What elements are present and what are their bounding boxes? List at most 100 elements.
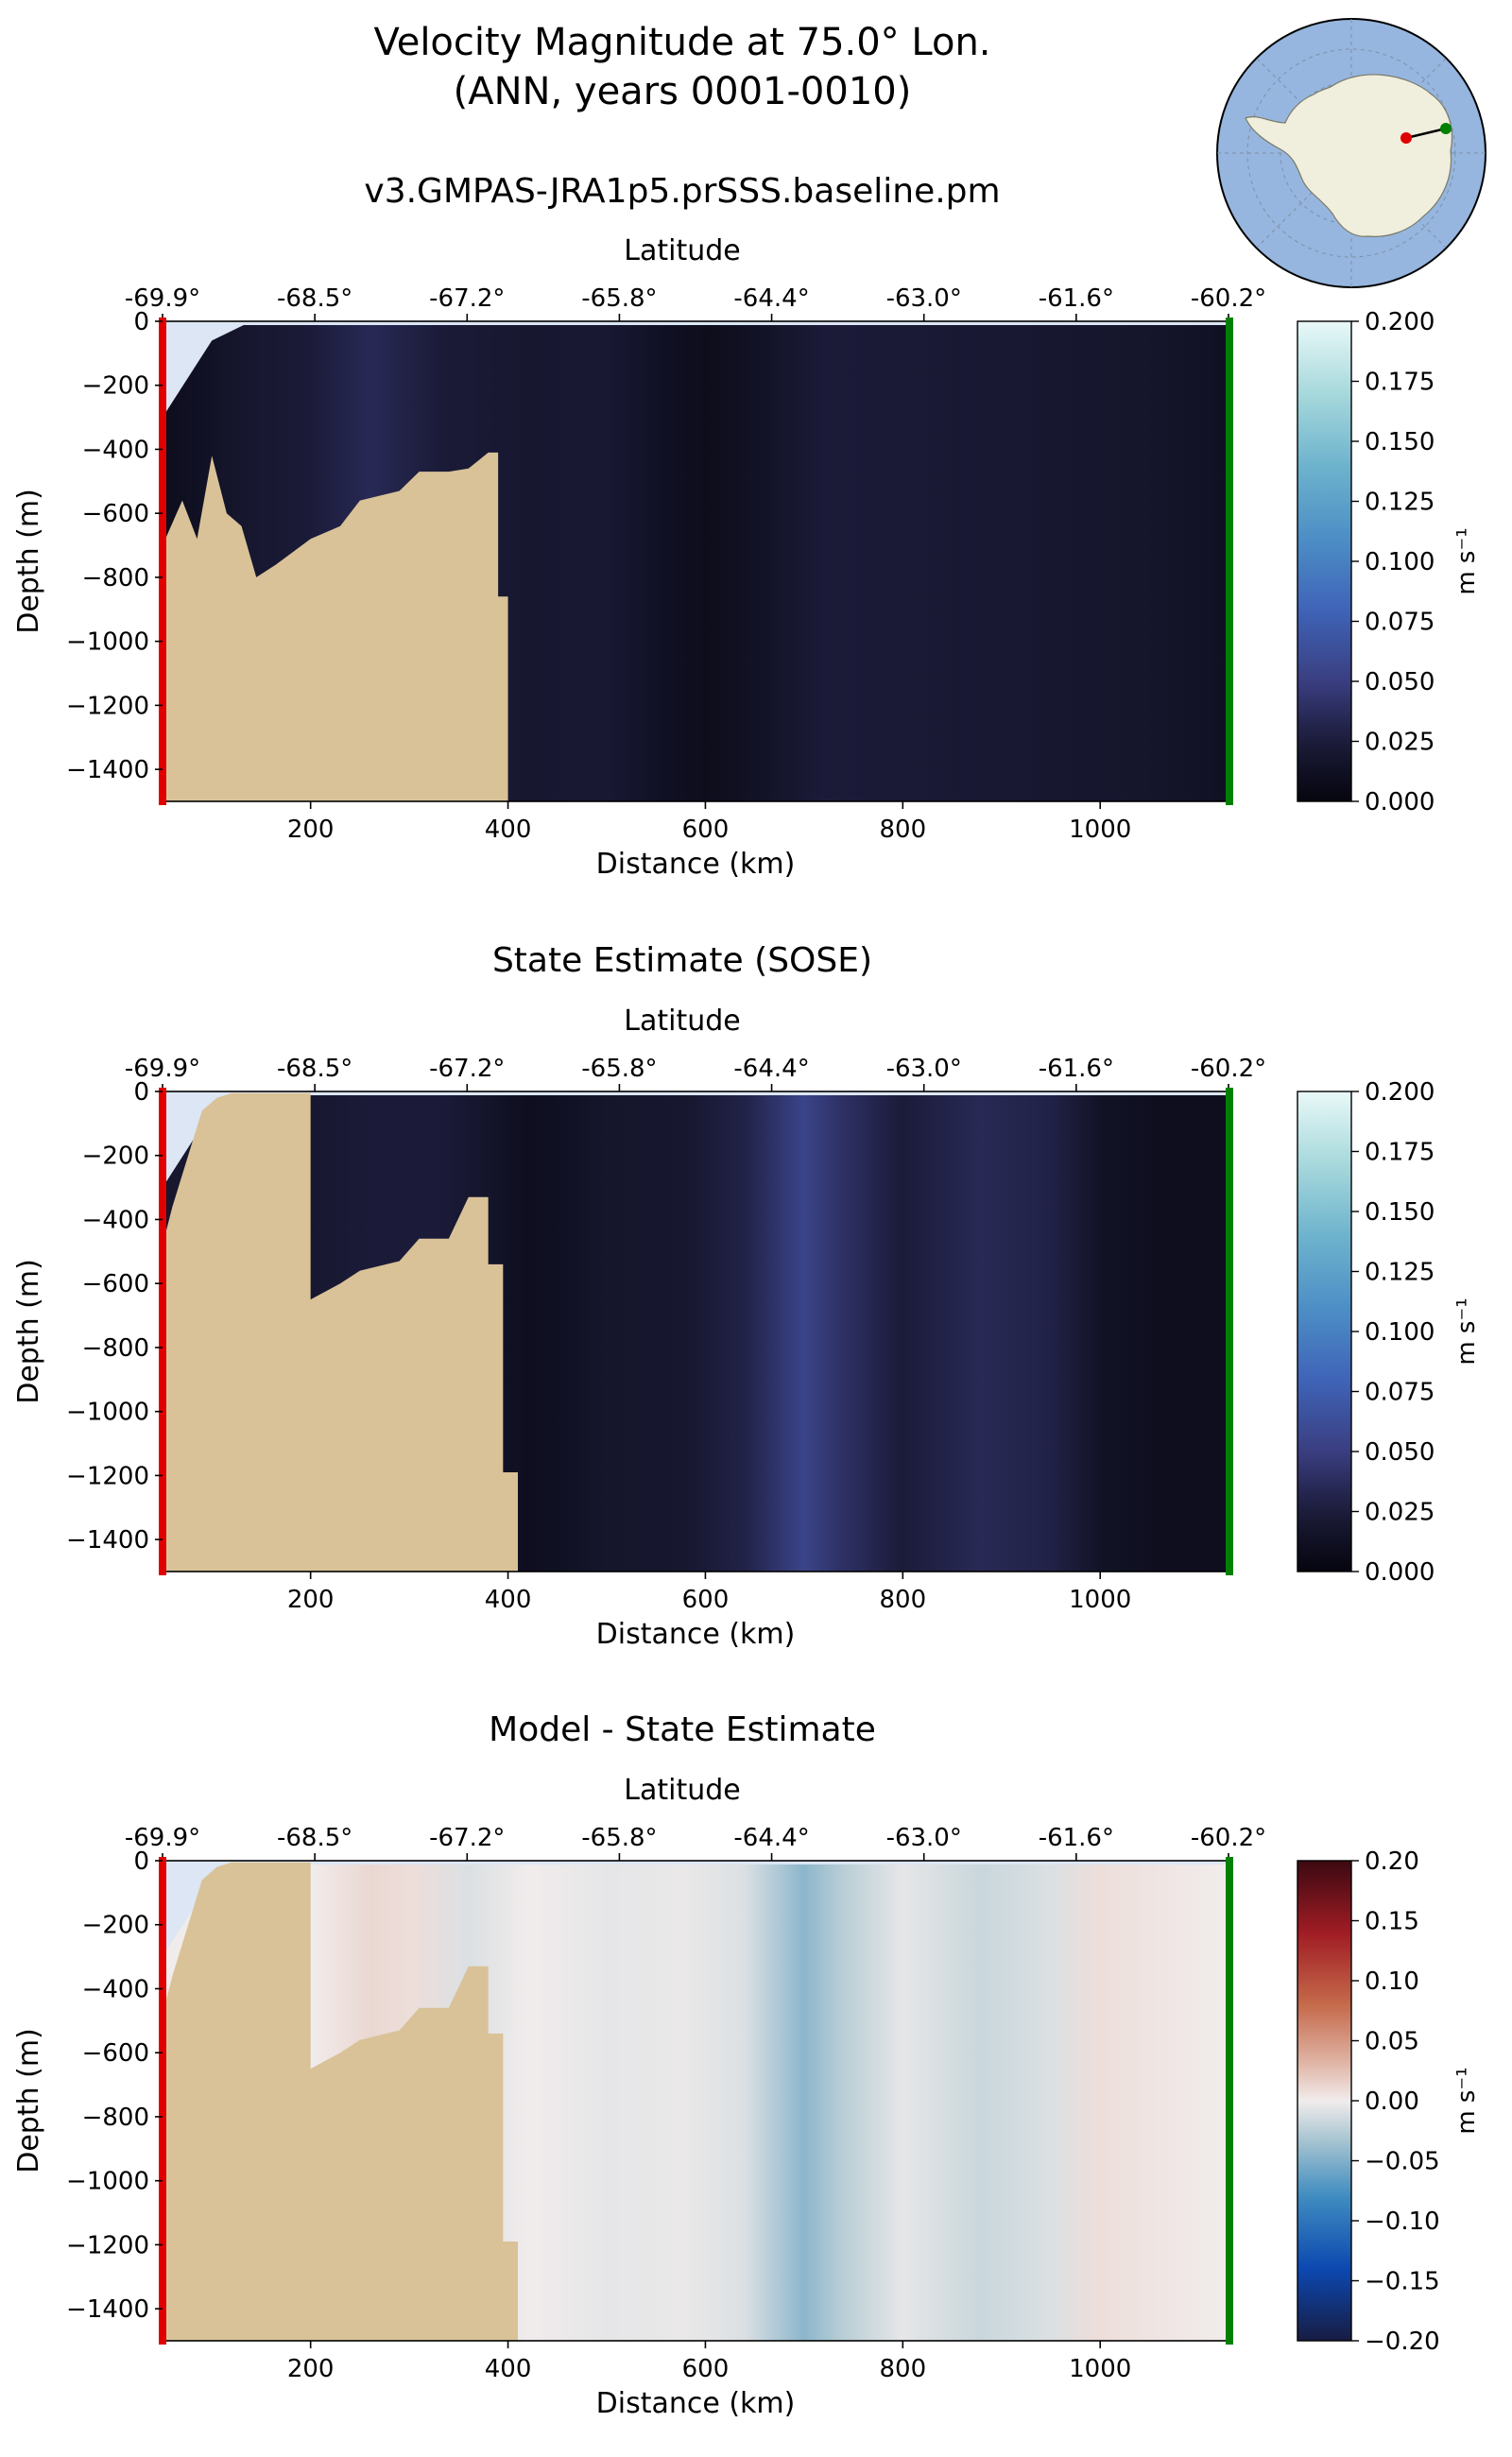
x-tick-label: 200 [287,816,335,844]
lat-tick-label: -67.2° [429,1055,505,1083]
y-tick-label: −400 [82,1975,149,2003]
colorbar-tick-label: 0.025 [1365,1499,1435,1527]
x-tick-label: 600 [682,2355,730,2383]
y-tick-label: −1200 [66,692,149,720]
y-tick-label: −1400 [66,1526,149,1555]
lat-tick-label: -63.0° [886,1824,962,1852]
x-tick-label: 1000 [1069,2355,1131,2383]
lat-tick-label: -60.2° [1191,284,1266,313]
y-tick-label: −1200 [66,2231,149,2259]
y-axis-label: Depth (m) [12,489,45,634]
panel-state-estimate: State Estimate (SOSE) Latitude -69.9° -68… [12,941,1481,1651]
y-tick-label: 0 [133,1078,149,1107]
bathymetry-land [163,452,508,801]
x-axis-ticks: 200 400 600 800 1000 [287,801,1131,844]
colorbar-tick-label: 0.200 [1365,308,1435,336]
colorbar-tick-label: 0.15 [1365,1908,1419,1936]
colorbar-ticks: 0.200 0.175 0.150 0.125 0.100 0.075 0.050 0.025… [1351,1078,1435,1587]
colorbar-tick-label: 0.175 [1365,1139,1435,1167]
x-tick-label: 800 [880,2355,927,2383]
latitude-tick-labels: -69.9° -68.5° -67.2° -65.8° -64.4° -63.0° -61.… [125,284,1266,321]
top-axis-label: Latitude [624,1774,740,1807]
lat-tick-label: -69.9° [125,1055,200,1083]
lat-tick-label: -67.2° [429,1824,505,1852]
transect-start-point [1400,132,1412,144]
figure-title-line2: (ANN, years 0001-0010) [454,70,912,113]
y-tick-label: −600 [82,2039,149,2068]
top-axis-label: Latitude [624,234,740,267]
x-tick-label: 200 [287,1586,335,1614]
x-axis-label: Distance (km) [596,2387,796,2420]
colorbar-tick-label: 0.000 [1365,788,1435,816]
lat-tick-label: -67.2° [429,284,505,313]
colorbar-tick-label: 0.000 [1365,1558,1435,1587]
colorbar-tick-label: 0.075 [1365,609,1435,637]
x-axis-label: Distance (km) [596,1618,796,1651]
x-tick-label: 1000 [1069,1586,1131,1614]
x-tick-label: 800 [880,1586,927,1614]
colorbar-tick-label: 0.100 [1365,548,1435,576]
lat-tick-label: -68.5° [277,284,352,313]
colorbar-label: m s⁻¹ [1452,1297,1481,1365]
x-tick-label: 400 [485,816,532,844]
colorbar-tick-label: 0.050 [1365,668,1435,696]
ice-shelf-region [163,1861,251,1957]
panel-model: v3.GMPAS-JRA1p5.prSSS.baseline.pm Latitu… [12,172,1481,881]
colorbar-tick-label: 0.125 [1365,1259,1435,1287]
colorbar [1297,321,1351,801]
y-tick-label: −1200 [66,1462,149,1490]
bathymetry-land [163,1092,518,1572]
figure-title-line1: Velocity Magnitude at 75.0° Lon. [373,21,990,64]
x-tick-label: 1000 [1069,816,1131,844]
bathymetry-land [163,1862,518,2341]
lat-tick-label: -68.5° [277,1824,352,1852]
panel-title: Model - State Estimate [489,1710,876,1749]
colorbar-tick-label: 0.00 [1365,2088,1419,2116]
colorbar-label: m s⁻¹ [1452,2067,1481,2134]
y-tick-label: −1000 [66,628,149,657]
colorbar-ticks: 0.200 0.175 0.150 0.125 0.100 0.075 0.050 0.025… [1351,308,1435,816]
y-tick-label: −1400 [66,756,149,784]
lat-tick-label: -60.2° [1191,1824,1266,1852]
transect-end-marker [1226,318,1233,805]
colorbar-tick-label: 0.10 [1365,1967,1419,1996]
colorbar-tick-label: 0.150 [1365,1198,1435,1227]
colorbar-tick-label: 0.175 [1365,369,1435,397]
y-tick-label: −600 [82,500,149,528]
colorbar-tick-label: 0.050 [1365,1438,1435,1467]
colorbar-label: m s⁻¹ [1452,527,1481,594]
lat-tick-label: -65.8° [581,284,657,313]
y-tick-label: −1000 [66,1399,149,1427]
x-tick-label: 200 [287,2355,335,2383]
latitude-tick-labels: -69.9° -68.5° -67.2° -65.8° -64.4° -63.0° -61.… [125,1824,1266,1861]
x-tick-label: 800 [880,816,927,844]
colorbar-tick-label: 0.05 [1365,2028,1419,2056]
top-axis-label: Latitude [624,1005,740,1038]
lat-tick-label: -64.4° [733,284,809,313]
y-tick-label: −400 [82,436,149,464]
y-tick-label: −1000 [66,2168,149,2196]
y-tick-label: −200 [82,1143,149,1171]
transect-end-marker [1226,1088,1233,1575]
y-tick-label: −600 [82,1270,149,1298]
colorbar-tick-label: −0.15 [1365,2268,1440,2296]
y-axis-ticks: 0 −200 −400 −600 −800 −1000 −1200 −1400 [66,308,163,784]
colorbar-tick-label: 0.125 [1365,489,1435,517]
y-tick-label: −400 [82,1206,149,1234]
y-tick-label: −200 [82,372,149,401]
lat-tick-label: -68.5° [277,1055,352,1083]
colorbar-tick-label: −0.05 [1365,2148,1440,2176]
transect-start-marker [159,318,166,805]
x-axis-ticks: 200 400 600 800 1000 [287,2341,1131,2383]
lat-tick-label: -60.2° [1191,1055,1266,1083]
colorbar-tick-label: 0.025 [1365,729,1435,757]
colorbar-tick-label: 0.100 [1365,1318,1435,1347]
lat-tick-label: -64.4° [733,1055,809,1083]
lat-tick-label: -61.6° [1039,1055,1114,1083]
y-axis-ticks: 0 −200 −400 −600 −800 −1000 −1200 −1400 [66,1847,163,2324]
colorbar-tick-label: 0.150 [1365,428,1435,456]
y-axis-ticks: 0 −200 −400 −600 −800 −1000 −1200 −1400 [66,1078,163,1555]
colorbar-tick-label: 0.200 [1365,1078,1435,1107]
y-tick-label: 0 [133,308,149,336]
x-tick-label: 600 [682,816,730,844]
